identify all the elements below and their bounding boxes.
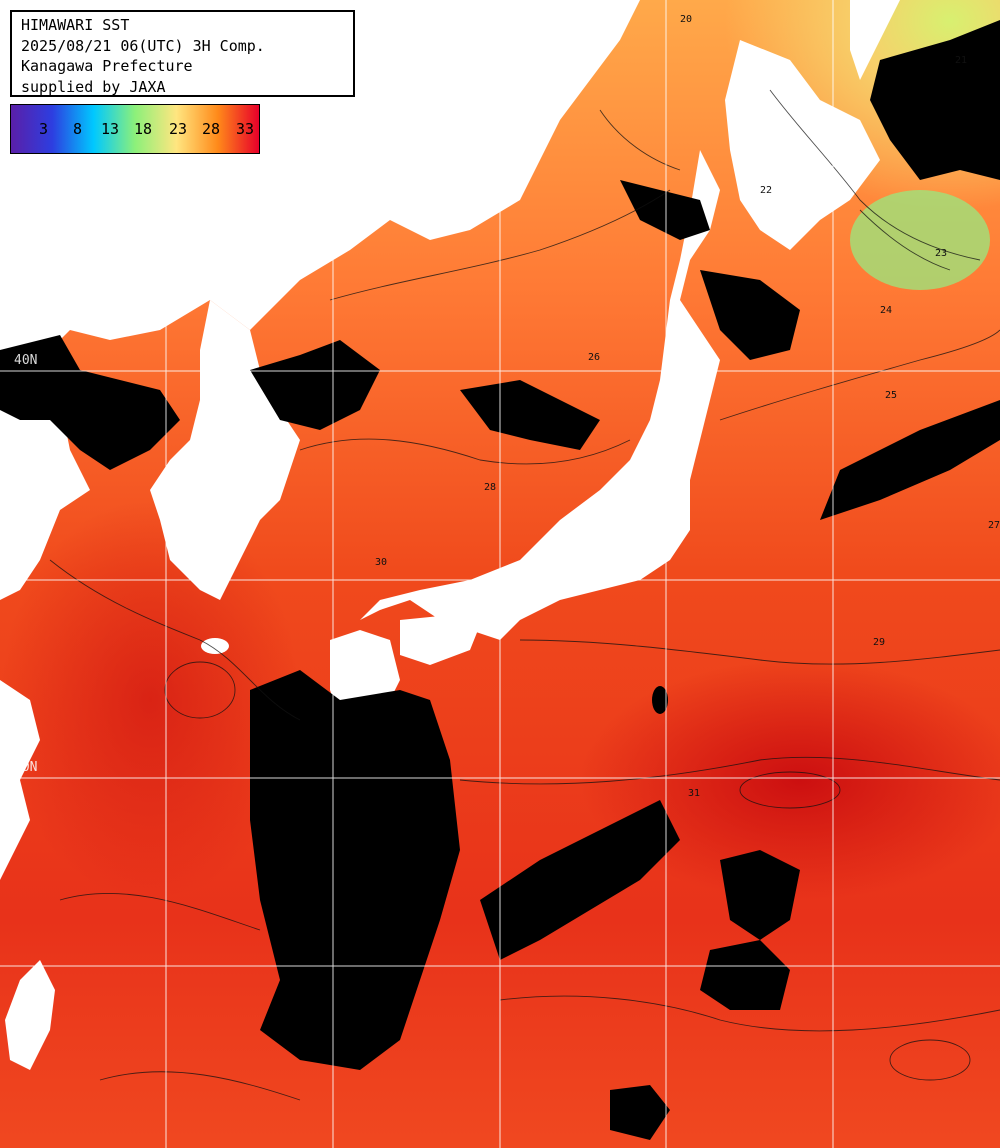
- temperature-colorbar: 3 8 13 18 23 28 33: [10, 104, 260, 154]
- contour-label: 30: [375, 557, 388, 568]
- contour-line: [889, 1039, 971, 1081]
- land-hokkaido: [725, 40, 880, 250]
- cloud-south-patch: [610, 1085, 670, 1140]
- contour-line: [59, 893, 261, 931]
- land-china-coast: [0, 680, 40, 880]
- land-jeju: [201, 638, 229, 654]
- contour-line: [299, 438, 631, 465]
- contour-line: [739, 771, 841, 809]
- contour-label: 26: [588, 352, 601, 363]
- cloud-southeast-patch: [700, 940, 790, 1010]
- contour-label: 23: [935, 248, 948, 259]
- contour-label: 31: [688, 788, 701, 799]
- contour-line: [49, 559, 301, 721]
- info-box: HIMAWARI SST 2025/08/21 06(UTC) 3H Comp.…: [10, 10, 355, 97]
- cloud-layer: [0, 20, 1000, 1140]
- contour-label: 24: [880, 305, 893, 316]
- cloud-nw-honshu: [620, 180, 710, 240]
- product-title: HIMAWARI SST: [21, 16, 130, 34]
- contour-label: 21: [955, 55, 968, 66]
- sea-hot-zone: [580, 660, 1000, 900]
- land-nw-island: [400, 125, 430, 165]
- provider-prefecture: Kanagawa Prefecture: [21, 57, 193, 75]
- contour-line: [599, 109, 681, 171]
- contour-line: [459, 756, 1000, 785]
- contour-label: 28: [484, 482, 497, 493]
- contour-line: [99, 1071, 301, 1101]
- land-shikoku: [400, 615, 480, 665]
- land-taiwan: [5, 960, 55, 1070]
- contour-line: [164, 661, 236, 719]
- contour-line: [859, 209, 951, 271]
- cloud-small: [652, 686, 668, 714]
- contour-line: [519, 639, 1000, 665]
- contour-line: [719, 329, 1000, 421]
- data-source: supplied by JAXA: [21, 77, 166, 96]
- cloud-central-band: [480, 800, 680, 960]
- cloud-east-band: [820, 400, 1000, 520]
- cloud-korea-north: [250, 340, 380, 430]
- colorbar-tick-label: 3: [39, 120, 49, 138]
- contour-layer: [49, 89, 1000, 1101]
- contour-line: [769, 89, 981, 261]
- colorbar-tick-label: 13: [101, 120, 120, 138]
- contour-label: 27: [988, 520, 1000, 531]
- lat-label-30n: 30N: [14, 760, 38, 775]
- colorbar-tick-label: 8: [73, 120, 83, 138]
- colorbar-tick-label: 28: [202, 120, 221, 138]
- colorbar-tick-label: 23: [169, 120, 188, 138]
- cloud-korea-west: [0, 335, 180, 470]
- cloud-kyushu-south: [250, 670, 460, 1070]
- contour-label: 20: [680, 14, 693, 25]
- land-china-east: [0, 370, 90, 600]
- contour-line: [329, 189, 671, 301]
- sea-cold-patch: [850, 190, 990, 290]
- cloud-east-sea: [460, 380, 600, 450]
- contour-label: 22: [760, 185, 773, 196]
- land-sakhalin: [850, 0, 900, 80]
- cloud-east-patch: [720, 850, 800, 940]
- lat-label-40n: 40N: [14, 353, 38, 368]
- contour-label: 29: [873, 637, 886, 648]
- sea-hot-zone: [0, 500, 300, 900]
- land-honshu: [360, 150, 720, 640]
- contour-label: 25: [885, 390, 898, 401]
- colorbar-tick-label: 18: [134, 120, 153, 138]
- cloud-hokkaido-east: [870, 20, 1000, 180]
- cloud-tohoku: [700, 270, 800, 360]
- contour-line: [499, 995, 1000, 1032]
- colorbar-tick-label: 33: [236, 120, 255, 138]
- observation-time: 2025/08/21 06(UTC) 3H Comp.: [21, 36, 265, 55]
